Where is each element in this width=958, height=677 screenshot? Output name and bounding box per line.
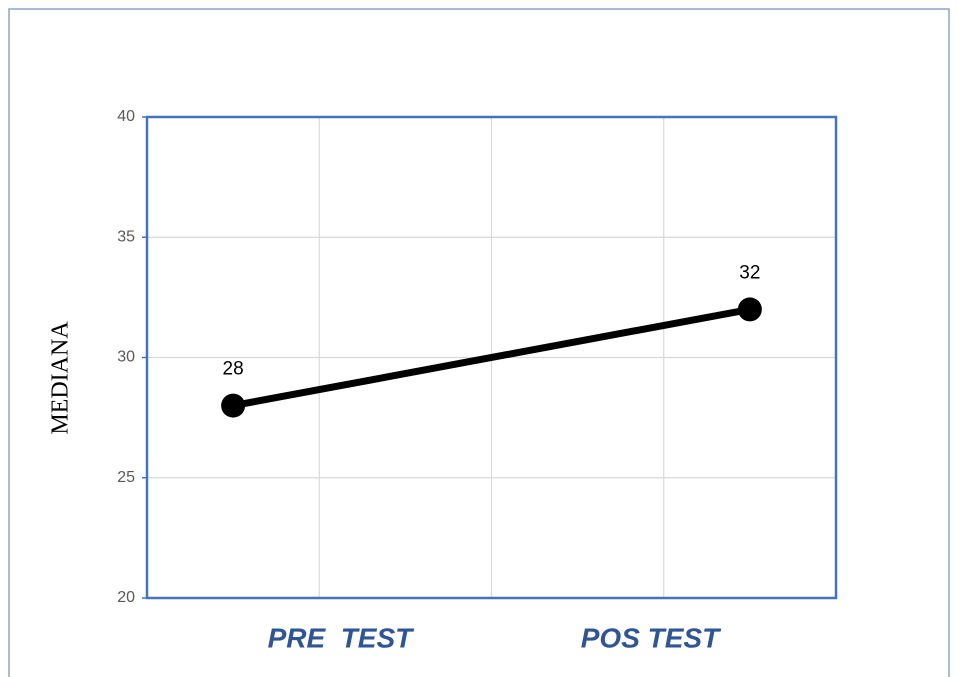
marker [737, 297, 762, 322]
x-tick-label: POS TEST [581, 622, 722, 653]
y-tick-label: 40 [117, 108, 135, 125]
y-tick-label: 35 [117, 228, 135, 245]
marker [221, 393, 246, 418]
y-axis-label: MEDIANA [48, 321, 74, 435]
frame [8, 8, 950, 677]
data-label: 32 [739, 262, 760, 283]
data-label: 28 [223, 359, 244, 380]
y-tick-label: 25 [117, 469, 135, 486]
y-tick-label: 30 [117, 349, 135, 366]
plot-border [145, 115, 838, 600]
line [232, 305, 751, 410]
y-tick-label: 20 [117, 589, 135, 606]
x-tick-label: PRE TEST [268, 622, 416, 653]
